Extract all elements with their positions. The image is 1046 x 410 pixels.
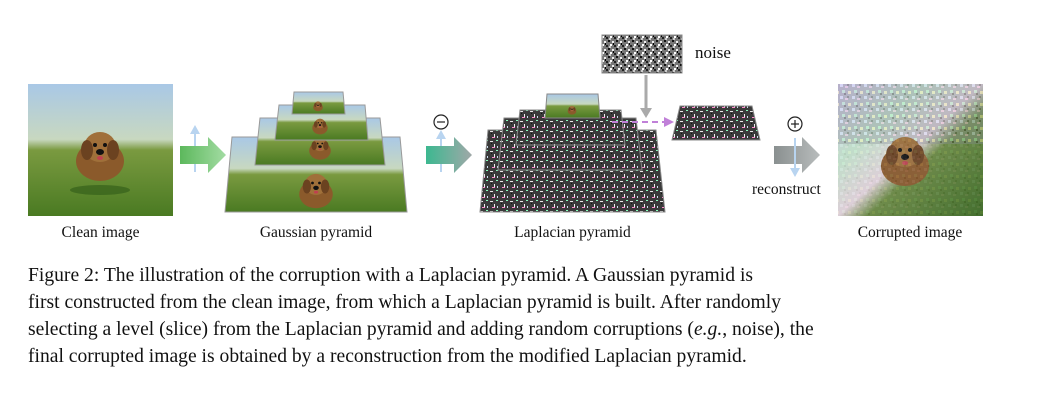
caption-line-1: Figure 2: The illustration of the corrup… <box>28 265 754 286</box>
laplacian-pyramid <box>479 93 666 213</box>
down-arrow-icon <box>790 138 800 177</box>
clean-image-label: Clean image <box>61 224 140 241</box>
gaussian-pyramid <box>224 91 408 213</box>
eg-abbrev: e.g. <box>693 319 723 340</box>
plus-circle-icon <box>787 116 803 132</box>
caption-line-4: final corrupted image is obtained by a r… <box>28 346 747 367</box>
noise-patch <box>601 34 683 74</box>
corrupted-image <box>838 84 983 216</box>
corrupted-slice <box>671 105 761 141</box>
down-arrow-icon <box>640 75 652 118</box>
right-arrow-icon <box>180 137 226 173</box>
clean-image <box>28 84 173 216</box>
figure-caption: Figure 2: The illustration of the corrup… <box>28 262 1018 370</box>
caption-line-3: selecting a level (slice) from the Lapla… <box>28 319 814 340</box>
dashed-arrow-icon <box>612 117 674 127</box>
corrupted-image-label: Corrupted image <box>857 224 963 241</box>
minus-circle-icon <box>433 114 449 130</box>
figure-label: Figure 2: <box>28 265 100 286</box>
right-arrow-icon <box>426 137 472 173</box>
right-arrow-icon <box>774 137 820 173</box>
caption-line-2: first constructed from the clean image, … <box>28 292 782 313</box>
laplacian-pyramid-label: Laplacian pyramid <box>514 224 631 241</box>
laplacian-pyramid-figure: noise reconstruct <box>28 34 983 216</box>
reconstruct-label: reconstruct <box>752 181 822 198</box>
gaussian-pyramid-label: Gaussian pyramid <box>259 224 373 241</box>
noise-label: noise <box>695 43 731 62</box>
